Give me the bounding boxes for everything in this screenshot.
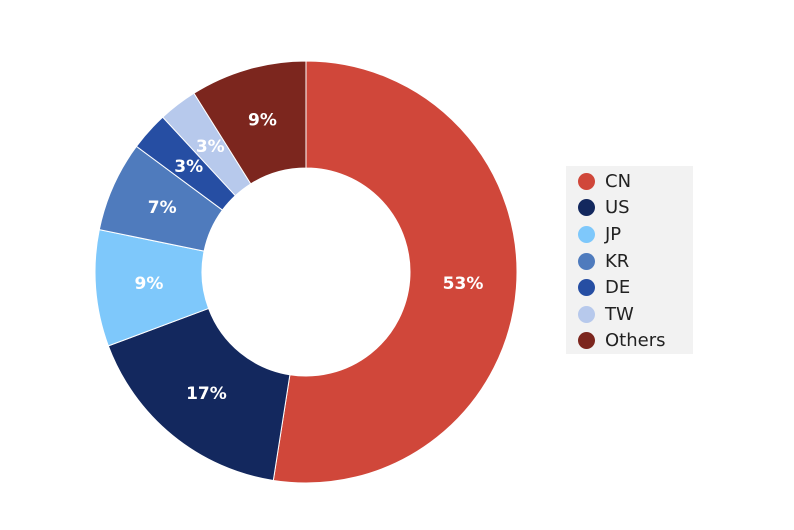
legend-item-others: Others: [566, 328, 693, 355]
legend-item-de: DE: [566, 274, 693, 301]
legend-label: KR: [605, 250, 630, 272]
slice-label-others: 9%: [248, 111, 277, 131]
legend-swatch: [578, 279, 595, 297]
chart-legend: CN US JP KR DE TW Others: [566, 166, 693, 354]
legend-swatch: [578, 199, 595, 217]
slice-label-de: 3%: [174, 157, 203, 177]
legend-label: DE: [605, 277, 631, 299]
legend-label: US: [605, 197, 630, 219]
slice-us: [107, 307, 291, 482]
slice-cn: [272, 60, 518, 484]
slice-label-us: 17%: [186, 384, 227, 404]
slices-group: [94, 60, 518, 484]
slice-others: [193, 60, 307, 185]
legend-swatch: [578, 332, 595, 350]
legend-item-tw: TW: [566, 301, 693, 328]
legend-label: CN: [605, 170, 632, 192]
slice-label-tw: 3%: [196, 137, 225, 157]
slice-label-kr: 7%: [148, 198, 177, 218]
legend-item-cn: CN: [566, 168, 693, 195]
slice-label-cn: 53%: [443, 274, 484, 294]
legend-swatch: [578, 225, 595, 243]
legend-item-jp: JP: [566, 221, 693, 248]
legend-swatch: [578, 305, 595, 323]
legend-item-us: US: [566, 195, 693, 222]
legend-item-kr: KR: [566, 248, 693, 275]
slice-label-jp: 9%: [135, 274, 164, 294]
slice-labels-group: 53% 17% 9% 7% 3%3% 9%: [135, 111, 484, 404]
legend-swatch: [578, 252, 595, 270]
legend-label: JP: [605, 223, 622, 245]
legend-label: Others: [605, 330, 666, 352]
legend-swatch: [578, 172, 595, 190]
legend-label: TW: [605, 303, 634, 325]
